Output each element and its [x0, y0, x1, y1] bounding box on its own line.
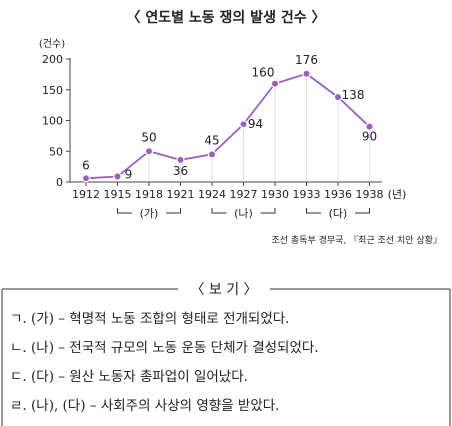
data-point [239, 119, 248, 129]
bracket-left [211, 208, 227, 214]
data-point [144, 147, 154, 156]
x-tick-label: 1933 [293, 188, 321, 201]
x-tick-label: 1930 [261, 188, 289, 201]
period-label: (나) [234, 207, 253, 220]
data-label: 94 [248, 117, 263, 131]
bracket-left [117, 208, 132, 214]
bogi-item: ㄷ. (다) – 원산 노동자 총파업이 일어났다. [10, 369, 248, 385]
bracket-right [260, 208, 276, 214]
y-tick-label: 200 [42, 53, 63, 66]
x-tick-label: 1921 [167, 188, 195, 201]
x-tick-label: 1927 [230, 188, 258, 201]
y-tick-label: 150 [42, 84, 63, 97]
data-label: 90 [362, 130, 377, 144]
period-label: (다) [329, 207, 348, 220]
data-point [207, 150, 217, 159]
data-label: 36 [173, 164, 188, 178]
data-point [113, 172, 122, 181]
bogi-item: ㄱ. (가) – 혁명적 노동 조합의 형태로 전개되었다. [10, 311, 289, 327]
period-bracket: (다) [306, 207, 370, 220]
bracket-right [355, 208, 370, 214]
x-tick-label: 1915 [104, 188, 132, 201]
data-point [365, 122, 374, 131]
x-axis-unit: (년) [388, 188, 407, 201]
x-tick-label: 1938 [356, 188, 384, 201]
y-tick-label: 100 [42, 115, 63, 128]
bracket-right [166, 208, 181, 214]
bogi-item: ㄴ. (나) – 전국적 규모의 노동 운동 단체가 결성되었다. [10, 340, 319, 356]
data-point [81, 174, 91, 183]
bogi-item: ㄹ. (나), (다) – 사회주의 사상의 영향을 받았다. [10, 398, 279, 414]
x-tick-label: 1918 [135, 188, 163, 201]
period-label: (가) [140, 207, 159, 220]
period-bracket: (나) [211, 207, 276, 220]
data-label: 50 [141, 130, 156, 144]
period-bracket: (가) [117, 207, 181, 220]
x-tick-label: 1924 [198, 188, 226, 201]
data-label: 45 [204, 133, 219, 147]
y-tick-label: 0 [56, 176, 63, 189]
data-label: 160 [252, 66, 275, 80]
x-tick-label: 1912 [72, 188, 100, 201]
data-label: 138 [342, 88, 365, 102]
source-text: 조선 총독부 경무국, 『최근 조선 치안 상황』 [271, 234, 442, 246]
data-point [333, 92, 343, 102]
x-tick-label: 1936 [324, 188, 352, 201]
y-axis-label: (건수) [39, 38, 65, 50]
data-point [176, 155, 185, 165]
bracket-left [306, 208, 321, 214]
data-label: 6 [82, 158, 90, 172]
data-point [302, 69, 311, 78]
data-label: 176 [295, 53, 318, 67]
chart-title: 〈 연도별 노동 쟁의 발생 건수 〉 [127, 9, 326, 26]
series-line [85, 72, 371, 180]
data-point [270, 79, 280, 88]
data-label: 9 [125, 167, 133, 181]
bogi-title: 〈 보 기 〉 [190, 282, 257, 298]
y-tick-label: 50 [49, 145, 63, 158]
